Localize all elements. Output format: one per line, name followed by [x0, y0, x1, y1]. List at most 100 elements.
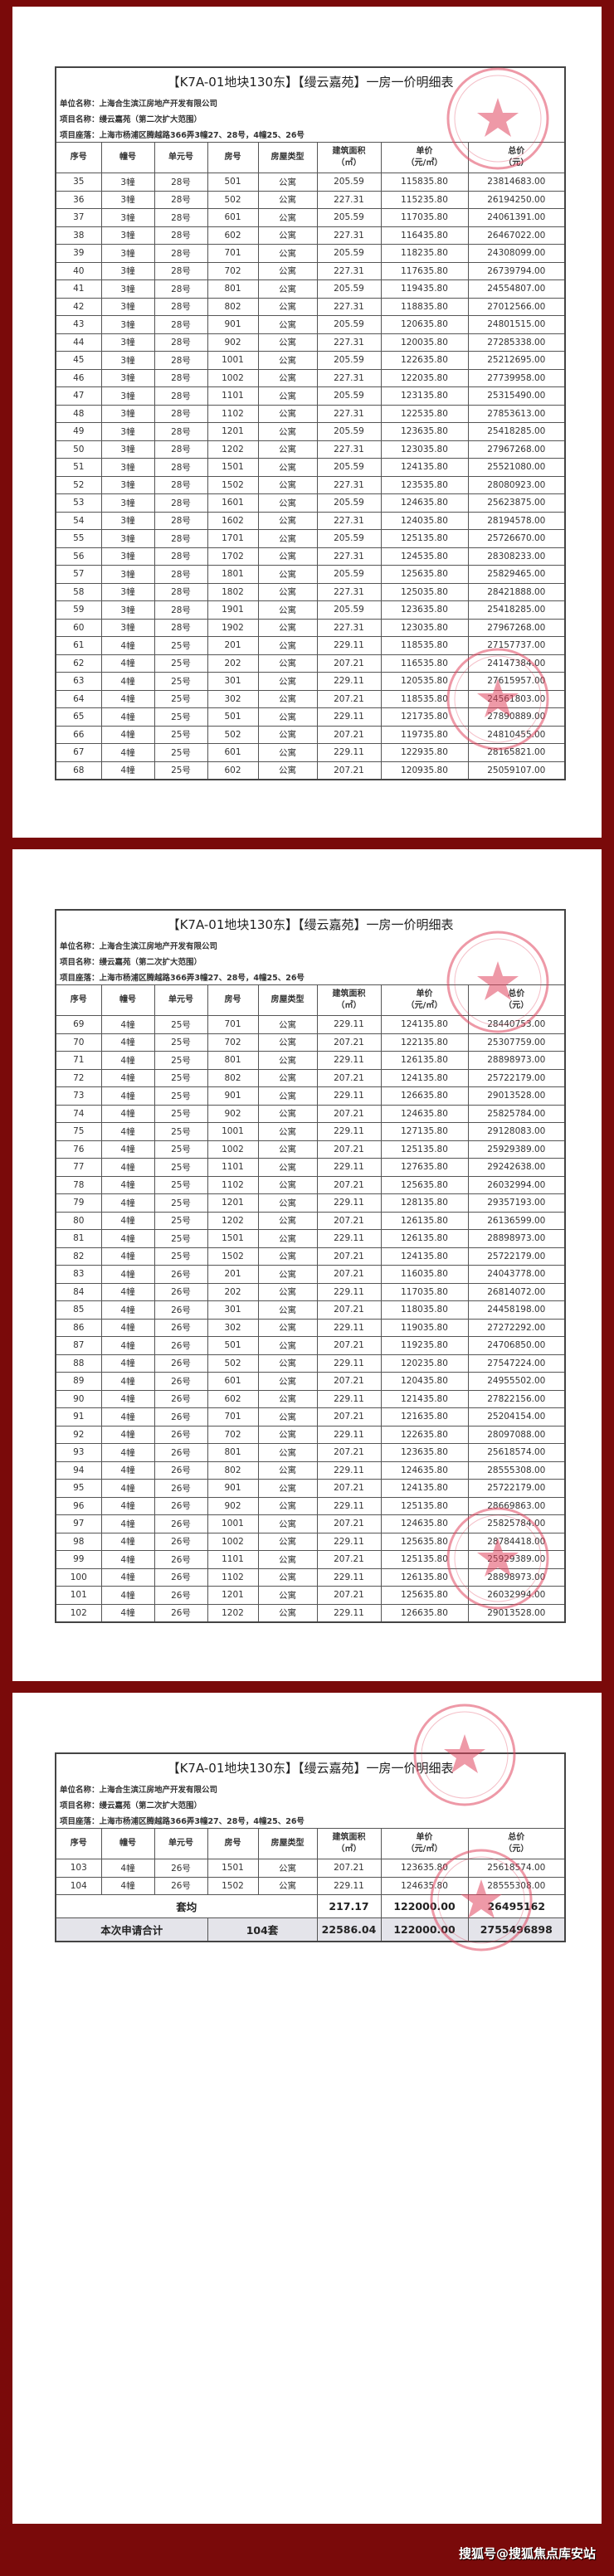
watermark-text: 搜狐号@搜狐焦点库安站 [458, 2546, 596, 2561]
cell-area: 205.59 [316, 529, 382, 548]
cell-room: 1102 [207, 404, 259, 423]
cell-total-price: 25618574.00 [467, 1859, 566, 1878]
cell-room: 1002 [207, 368, 259, 387]
cell-type: 公寓 [257, 1496, 318, 1515]
cell-type: 公寓 [257, 1389, 318, 1408]
cell-total-price: 27285338.00 [467, 333, 566, 352]
cell-room: 902 [207, 1496, 259, 1515]
cell-unit: 25号 [154, 654, 208, 673]
cell-unit: 28号 [154, 475, 208, 494]
cell-total-price: 25825784.00 [467, 1104, 566, 1123]
cell-seq: 36 [55, 190, 102, 209]
table-row: 93 4幢 26号 801 公寓 207.21 123635.80 25618574.00 [55, 1443, 566, 1462]
cell-unit-price: 115235.80 [380, 190, 469, 209]
cell-unit: 25号 [154, 1122, 208, 1141]
cell-area: 205.59 [316, 422, 382, 441]
cell-room: 1101 [207, 1158, 259, 1177]
cell-unit: 28号 [154, 618, 208, 637]
cell-seq: 90 [55, 1389, 102, 1408]
cell-area: 205.59 [316, 279, 382, 299]
cell-type: 公寓 [257, 1015, 318, 1034]
project-location: 项目座落：上海市杨浦区腾越路366弄3幢27、28号，4幢25、26号 [55, 126, 566, 143]
cell-area: 205.59 [316, 351, 382, 370]
cell-unit: 26号 [154, 1389, 208, 1408]
cell-area: 229.11 [316, 1122, 382, 1141]
cell-area: 229.11 [316, 1086, 382, 1106]
cell-total-price: 25726670.00 [467, 529, 566, 548]
cell-building: 4幢 [100, 1015, 155, 1034]
cell-area: 229.11 [316, 1876, 382, 1895]
cell-total-price: 26739794.00 [467, 261, 566, 280]
cell-unit-price: 128135.80 [380, 1193, 469, 1213]
cell-seq: 69 [55, 1015, 102, 1034]
cell-building: 4幢 [100, 1193, 155, 1213]
cell-room: 902 [207, 1104, 259, 1123]
table-row: 81 4幢 25号 1501 公寓 229.11 126135.80 28898973.00 [55, 1229, 566, 1248]
cell-type: 公寓 [257, 1479, 318, 1498]
company-name: 单位名称：上海合生滨江房地产开发有限公司 [55, 95, 566, 110]
cell-type: 公寓 [257, 1158, 318, 1177]
cell-total-price: 28898973.00 [467, 1051, 566, 1070]
cell-type: 公寓 [257, 1265, 318, 1284]
cell-unit: 25号 [154, 1051, 208, 1070]
cell-type: 公寓 [257, 1425, 318, 1444]
cell-area: 227.31 [316, 261, 382, 280]
cell-type: 公寓 [257, 493, 318, 513]
cell-seq: 77 [55, 1158, 102, 1177]
cell-total-price: 24955502.00 [467, 1372, 566, 1391]
cell-building: 4幢 [100, 1603, 155, 1623]
cell-area: 207.21 [316, 654, 382, 673]
cell-area: 227.31 [316, 582, 382, 601]
cell-building: 3幢 [100, 440, 155, 459]
table-row: 48 3幢 28号 1102 公寓 227.31 122535.80 27853613.00 [55, 404, 566, 423]
cell-total-price: 24706850.00 [467, 1336, 566, 1355]
cell-type: 公寓 [257, 582, 318, 601]
cell-unit-price: 125635.80 [380, 1586, 469, 1605]
cell-building: 3幢 [100, 261, 155, 280]
price-list-document: 【K7A-01地块130东】【缦云嘉苑】一房一价明细表 单位名称：上海合生滨江房地… [55, 909, 567, 1623]
column-header-type: 房屋类型 [257, 142, 318, 173]
cell-unit-price: 115835.80 [380, 173, 469, 192]
cell-seq: 65 [55, 707, 102, 727]
cell-room: 1802 [207, 582, 259, 601]
cell-seq: 87 [55, 1336, 102, 1355]
cell-room: 602 [207, 1389, 259, 1408]
cell-unit-price: 120935.80 [380, 761, 469, 780]
document-page-3: 【K7A-01地块130东】【缦云嘉苑】一房一价明细表 单位名称：上海合生滨江房地… [12, 1693, 602, 2524]
table-row: 51 3幢 28号 1501 公寓 205.59 124135.80 25521080.00 [55, 458, 566, 477]
cell-room: 501 [207, 707, 259, 727]
price-table: 【K7A-01地块130东】【缦云嘉苑】一房一价明细表 单位名称：上海合生滨江房地… [55, 1752, 567, 1942]
cell-unit: 25号 [154, 761, 208, 780]
cell-unit: 28号 [154, 600, 208, 620]
document-title: 【K7A-01地块130东】【缦云嘉苑】一房一价明细表 [55, 66, 566, 95]
cell-room: 902 [207, 333, 259, 352]
cell-type: 公寓 [257, 618, 318, 637]
cell-seq: 63 [55, 672, 102, 691]
cell-building: 4幢 [100, 689, 155, 708]
cell-total-price: 25623875.00 [467, 493, 566, 513]
cell-area: 207.21 [316, 1372, 382, 1391]
cell-type: 公寓 [257, 565, 318, 584]
cell-unit: 26号 [154, 1876, 208, 1895]
cell-seq: 73 [55, 1086, 102, 1106]
cell-unit: 28号 [154, 368, 208, 387]
cell-total-price: 25929389.00 [467, 1550, 566, 1569]
cell-type: 公寓 [257, 725, 318, 744]
cell-building: 4幢 [100, 1389, 155, 1408]
cell-building: 4幢 [100, 672, 155, 691]
cell-unit: 26号 [154, 1532, 208, 1551]
cell-seq: 51 [55, 458, 102, 477]
cell-building: 4幢 [100, 1158, 155, 1177]
cell-building: 3幢 [100, 404, 155, 423]
table-row: 74 4幢 25号 902 公寓 207.21 124635.80 25825784.00 [55, 1104, 566, 1123]
cell-type: 公寓 [257, 297, 318, 316]
cell-type: 公寓 [257, 1443, 318, 1462]
table-row: 104 4幢 26号 1502 公寓 229.11 124635.80 28555308.00 [55, 1876, 566, 1895]
cell-seq: 99 [55, 1550, 102, 1569]
cell-room: 1202 [207, 440, 259, 459]
cell-unit: 25号 [154, 1086, 208, 1106]
cell-unit: 28号 [154, 208, 208, 227]
cell-seq: 71 [55, 1051, 102, 1070]
cell-unit: 26号 [154, 1859, 208, 1878]
grand-total-amount: 2755496898 [467, 1917, 566, 1942]
